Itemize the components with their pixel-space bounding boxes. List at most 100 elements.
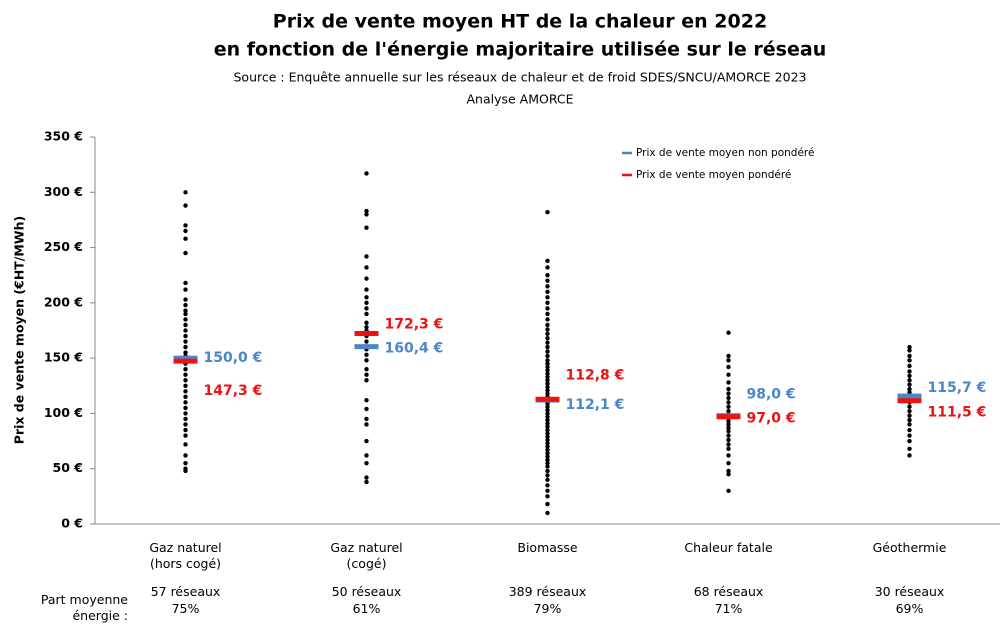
mean-marker [716, 414, 741, 420]
point [907, 353, 912, 359]
point [545, 444, 550, 449]
point [183, 333, 188, 339]
point [183, 453, 188, 458]
point [907, 358, 912, 363]
point [545, 295, 550, 300]
point [183, 228, 188, 234]
legend-label: Prix de vente moyen pondéré [636, 169, 791, 181]
point [726, 386, 731, 392]
network-count: 68 réseaux [693, 584, 764, 599]
value-label: 172,3 € [385, 316, 444, 332]
point [545, 361, 550, 366]
point [545, 457, 550, 463]
value-label: 112,1 € [566, 397, 625, 413]
point [726, 460, 731, 466]
point [907, 427, 912, 433]
point [183, 350, 188, 355]
point [183, 250, 188, 256]
mean-marker [535, 396, 560, 402]
value-label: 150,0 € [204, 350, 263, 366]
x-tick-label: Chaleur fatale [684, 540, 773, 555]
point [907, 453, 912, 458]
point [545, 451, 550, 456]
mean-marker [354, 330, 379, 336]
point [726, 353, 731, 359]
point [907, 422, 912, 427]
point [364, 358, 369, 363]
network-count: 57 réseaux [150, 584, 221, 599]
point [907, 369, 912, 374]
point [545, 384, 550, 390]
point [726, 422, 731, 427]
share-label: Part moyenne énergie : [40, 592, 128, 623]
point [545, 434, 550, 439]
point [183, 400, 188, 405]
point [364, 295, 369, 300]
point [545, 368, 550, 373]
point [545, 437, 550, 443]
point [183, 383, 188, 388]
point [364, 306, 369, 311]
point [726, 418, 731, 424]
point [545, 364, 550, 370]
point [907, 433, 912, 438]
point [545, 510, 550, 516]
point [183, 372, 188, 377]
mean-marker [897, 393, 922, 399]
point [364, 324, 369, 330]
energy-share: 71% [714, 601, 743, 616]
point [183, 322, 188, 328]
y-tick-label: 200 € [44, 294, 83, 309]
point [545, 460, 550, 466]
point [907, 386, 912, 392]
point [726, 488, 731, 494]
point [545, 258, 550, 264]
point [364, 276, 369, 281]
point [726, 442, 731, 447]
point [907, 378, 912, 383]
point [183, 280, 188, 286]
point [364, 254, 369, 259]
mean-marker [173, 358, 198, 364]
point [545, 336, 550, 341]
point [183, 308, 188, 313]
point [364, 171, 369, 176]
point [545, 340, 550, 345]
point [364, 378, 369, 383]
legend-label: Prix de vente moyen non pondéré [636, 147, 814, 159]
y-tick-label: 250 € [44, 239, 83, 254]
point [907, 390, 912, 395]
point [726, 428, 731, 434]
point [364, 212, 369, 217]
point [726, 380, 731, 385]
point [545, 447, 550, 453]
point [545, 404, 550, 409]
mean-marker [354, 344, 379, 350]
y-axis-label: Prix de vente moyen (€HT/MWh) [12, 216, 27, 444]
point [545, 331, 550, 337]
point [726, 372, 731, 377]
chart-subtitle: en fonction de l'énergie majoritaire uti… [214, 39, 826, 61]
point [364, 287, 369, 292]
point [726, 472, 731, 477]
point [183, 190, 188, 195]
point [545, 391, 550, 396]
point [364, 453, 369, 458]
point [907, 348, 912, 353]
point [907, 373, 912, 379]
point [907, 446, 912, 452]
point [364, 372, 369, 377]
point [726, 437, 731, 443]
point [726, 364, 731, 370]
point [545, 300, 550, 306]
point [726, 425, 731, 431]
point [545, 388, 550, 393]
point [183, 302, 188, 308]
point [726, 391, 731, 396]
point [364, 406, 369, 412]
point [726, 446, 731, 452]
point [726, 404, 731, 409]
point [545, 284, 550, 289]
point [545, 407, 550, 413]
